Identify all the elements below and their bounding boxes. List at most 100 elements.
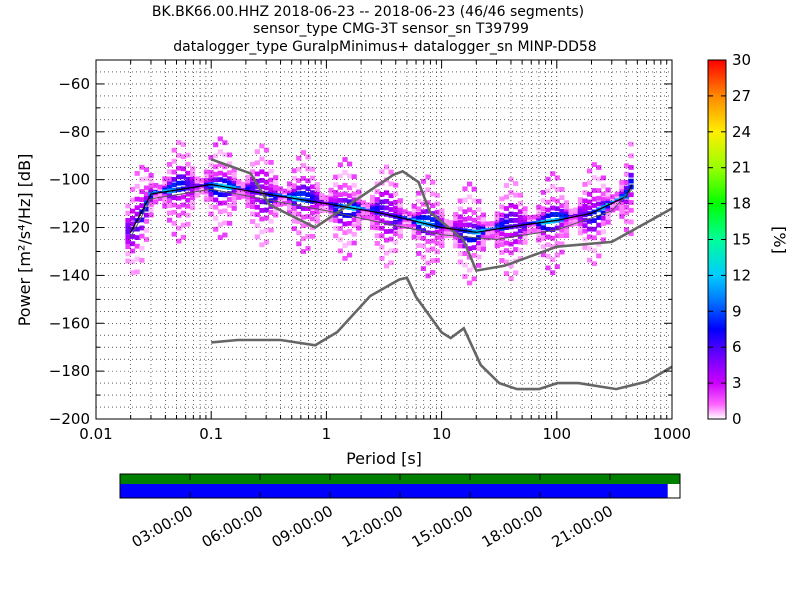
psd-cell <box>559 208 565 214</box>
psd-cell <box>176 225 182 231</box>
psd-cell <box>596 222 602 228</box>
psd-cell <box>222 172 228 178</box>
colorbar-tick-label: 6 <box>732 338 742 356</box>
colorbar-tick-label: 21 <box>732 159 751 177</box>
psd-cell <box>273 184 279 190</box>
psd-cell <box>480 212 486 218</box>
psd-cell <box>476 221 482 226</box>
psd-cell <box>333 207 339 213</box>
psd-cell <box>190 182 196 188</box>
psd-cell <box>171 147 177 153</box>
psd-cell <box>457 223 463 229</box>
psd-cell <box>314 218 320 224</box>
psd-cell <box>522 215 528 220</box>
psd-cell <box>263 171 270 177</box>
psd-cell <box>374 220 380 226</box>
psd-cell <box>503 248 510 253</box>
psd-cell <box>453 243 459 249</box>
psd-cell <box>305 246 311 251</box>
psd-cell <box>153 199 159 205</box>
psd-cell <box>342 170 348 175</box>
psd-cell <box>296 178 302 183</box>
psd-cell <box>231 196 237 201</box>
psd-cell <box>540 190 546 195</box>
psd-cell <box>453 235 459 241</box>
psd-cell <box>379 199 385 205</box>
psd-cell <box>591 218 597 223</box>
psd-cell <box>217 235 223 240</box>
psd-cell <box>190 171 196 177</box>
psd-cell <box>554 233 560 239</box>
psd-cell <box>130 270 136 276</box>
psd-cell <box>176 140 182 145</box>
psd-cell <box>388 181 394 187</box>
psd-cell <box>430 203 436 209</box>
psd-cell <box>545 207 551 213</box>
psd-cell <box>425 200 431 206</box>
psd-cell <box>379 225 385 231</box>
psd-cell <box>162 176 168 182</box>
psd-cell <box>411 203 417 209</box>
psd-cell <box>250 181 256 187</box>
psd-cell <box>143 218 150 224</box>
psd-cell <box>162 196 168 202</box>
psd-cell <box>314 202 320 208</box>
psd-cell <box>231 181 237 186</box>
psd-cell <box>517 239 523 245</box>
psd-cell <box>370 217 376 222</box>
psd-cell <box>393 219 399 225</box>
psd-cell <box>425 230 431 236</box>
x-tick-label: 10 <box>432 425 451 443</box>
psd-cell <box>148 186 154 192</box>
psd-cell <box>600 175 606 181</box>
psd-cell <box>388 193 394 199</box>
psd-cell <box>347 228 353 234</box>
y-tick-label: −140 <box>49 266 90 284</box>
psd-cell <box>273 188 279 193</box>
psd-cell <box>397 221 403 227</box>
psd-cell <box>402 224 408 229</box>
psd-cell <box>263 147 270 153</box>
psd-cell <box>522 206 528 212</box>
psd-cell <box>347 185 353 191</box>
psd-cell <box>462 235 468 241</box>
psd-cell <box>328 204 334 210</box>
psd-cell <box>374 189 380 195</box>
psd-cell <box>227 180 233 186</box>
psd-cell <box>139 233 145 239</box>
psd-cell <box>425 260 431 266</box>
psd-cell <box>166 210 173 216</box>
x-axis-label: Period [s] <box>346 449 422 468</box>
psd-cell <box>166 181 173 187</box>
psd-cell <box>471 210 477 215</box>
psd-cell <box>457 243 463 249</box>
psd-cell <box>596 188 602 193</box>
psd-cell <box>300 191 306 196</box>
psd-cell <box>250 199 256 204</box>
psd-cell <box>291 168 297 174</box>
psd-cell <box>522 239 528 245</box>
psd-cell <box>125 239 131 245</box>
colorbar-tick-label: 0 <box>732 410 742 428</box>
psd-cell <box>374 225 380 231</box>
psd-cell <box>347 240 353 246</box>
psd-cell <box>540 230 546 236</box>
psd-cell <box>148 212 154 218</box>
psd-cell <box>222 200 228 206</box>
psd-cell <box>383 205 390 211</box>
psd-cell <box>411 223 417 229</box>
psd-cell <box>467 267 473 273</box>
psd-cell <box>628 153 634 159</box>
title-line-2: sensor_type CMG-3T sensor_sn T39799 <box>253 21 529 37</box>
psd-cell <box>430 217 436 222</box>
psd-cell <box>130 215 136 221</box>
psd-cell <box>370 214 376 220</box>
psd-cell <box>513 231 519 237</box>
psd-cell <box>550 205 556 211</box>
psd-cell <box>134 235 140 240</box>
psd-cell <box>554 252 560 258</box>
psd-cell <box>503 240 510 246</box>
psd-cell <box>245 182 251 187</box>
psd-cell <box>300 249 306 254</box>
psd-cell <box>370 221 376 226</box>
